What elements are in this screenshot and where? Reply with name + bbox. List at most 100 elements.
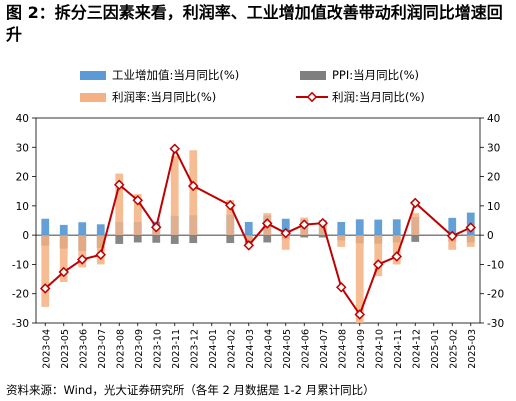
line-point-marker [317,217,329,229]
y-tick-label-left: -20 [12,289,29,301]
line-point-marker [354,309,366,320]
line-point-marker [113,179,125,191]
bar-margin [59,235,68,282]
line-point-marker [465,222,477,233]
x-tick-label: 2023-09 [134,329,145,369]
line-point-marker [187,180,199,192]
x-tick-label: 2023-07 [97,329,108,369]
bar-margin [392,235,401,265]
bar-margin [411,213,420,236]
bar-industrial [374,219,383,236]
bar-ppi [411,235,420,242]
y-tick-label-left: 10 [16,201,29,213]
legend-label-ppi: PPI:当月同比(%) [332,68,419,82]
bar-industrial [244,221,253,236]
bar-margin [226,200,235,236]
bar-ppi [318,235,327,238]
x-tick-label: 2023-12 [189,329,200,369]
x-tick-label: 2024-03 [245,329,256,369]
plot-frame [35,117,481,324]
bar-margin [355,235,364,323]
line-point-marker [372,259,384,270]
bar-ppi [263,235,272,243]
bar-ppi [226,235,235,244]
bar-ppi [170,235,179,244]
line-point-marker [132,195,144,206]
y-tick-label-right: 30 [487,142,500,154]
line-profit [44,145,472,317]
bar-margin [78,235,87,268]
x-tick-label: 2024-09 [356,329,367,369]
x-tick-label: 2024-08 [337,329,348,369]
x-tick-label: 2024-05 [282,329,293,369]
bar-ppi [189,235,198,244]
line-point-marker [261,218,273,229]
y-tick-label-right: 10 [487,201,500,213]
chart-title: 图 2：拆分三因素来看，利润率、工业增加值改善带动利润同比增速回升 [6,3,503,44]
y-tick-label-right: -10 [487,259,504,271]
line-point-marker [298,219,310,230]
line-point-marker [446,230,458,242]
x-tick-label: 2025-02 [448,329,459,369]
y-tick-label-left: 20 [16,172,29,184]
bar-ppi [133,235,142,243]
bar-industrial [59,224,68,236]
line-point-marker [58,266,70,278]
legend-swatch-industrial [80,71,106,80]
line-point-marker [39,283,51,294]
bar-industrial [96,224,105,236]
x-tick-label: 2023-08 [115,329,126,369]
bar-margin [41,235,50,307]
x-tick-label: 2024-07 [319,329,330,369]
legend-label-profit: 利润:当月同比(%) [332,90,425,104]
source-note: 资料来源：Wind，光大证券研究所（各年 2 月数据是 1-2 月累计同比） [6,383,375,397]
line-point-marker [169,143,181,155]
legend-label-margin: 利润率:当月同比(%) [112,90,216,104]
bar-industrial [337,221,346,236]
bar-margin [115,173,124,236]
line-point-marker [409,197,421,209]
bar-margin [133,194,142,236]
legend-swatch-ppi [300,71,326,80]
x-tick-label: 2025-01 [430,329,441,369]
line-point-marker [150,221,162,233]
y-tick-label-right: -20 [487,289,504,301]
bar-margin [448,235,457,250]
x-tick-label: 2023-05 [60,329,71,369]
line-point-marker [280,227,292,239]
x-tick-label: 2023-06 [78,329,89,369]
x-tick-label: 2023-11 [171,329,182,369]
bar-industrial [281,218,290,236]
bar-margin [189,150,198,236]
y-tick-label-left: 30 [16,142,29,154]
bar-margin [244,235,253,241]
y-tick-label-left: 0 [22,230,29,242]
x-tick-label: 2024-12 [411,329,422,369]
bar-margin [374,235,383,277]
line-point-marker [224,200,236,211]
y-tick-label-right: 20 [487,172,500,184]
legend-label-industrial: 工业增加值:当月同比(%) [112,68,239,82]
line-point-marker [76,254,88,265]
x-tick-label: 2023-10 [152,329,163,369]
x-tick-label: 2024-10 [374,329,385,369]
x-tick-label: 2024-02 [226,329,237,369]
bar-ppi [115,235,124,244]
y-tick-label-right: -30 [487,318,504,330]
legend-marker-profit [306,91,318,103]
x-tick-label: 2024-06 [300,329,311,369]
legend-swatch-margin [80,93,106,102]
x-tick-label: 2024-01 [208,329,219,369]
bar-ppi [152,235,161,243]
x-tick-label: 2023-04 [41,329,52,369]
x-tick-label: 2024-11 [393,329,404,369]
bar-industrial [355,219,364,236]
y-tick-label-left: 40 [16,113,29,125]
line-point-marker [335,282,347,293]
bar-industrial [392,219,401,236]
bar-industrial [78,222,87,236]
x-tick-label: 2025-03 [467,329,478,369]
y-tick-label-left: -10 [12,259,29,271]
bar-ppi [300,235,309,238]
